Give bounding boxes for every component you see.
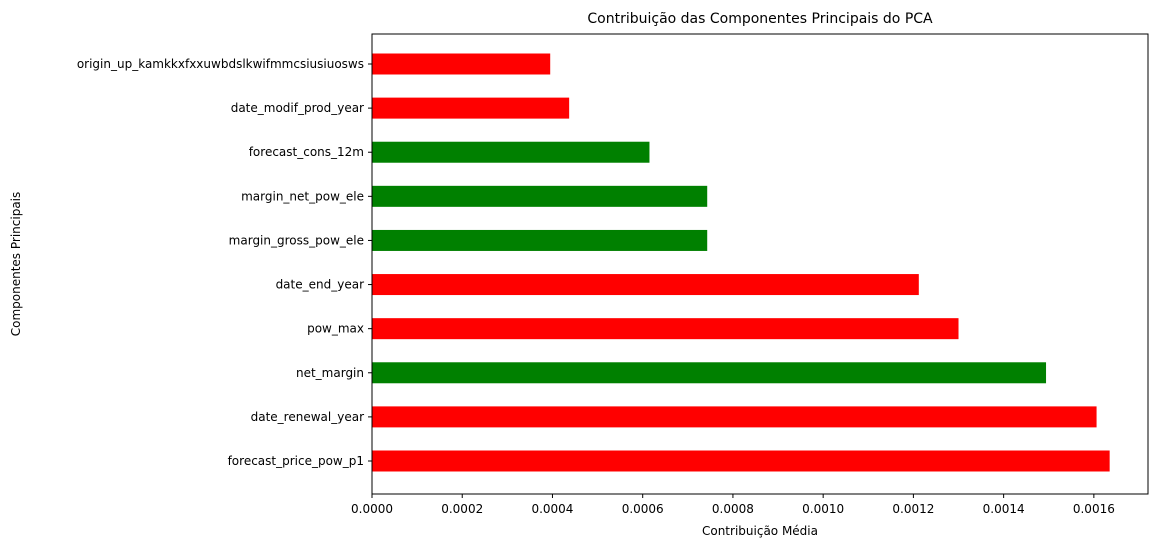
y-tick-label: pow_max [307,322,364,336]
x-tick-label: 0.0012 [892,502,934,516]
x-axis: 0.0000 0.0002 0.0004 0.0006 0.0008 0.0010 0.00… [351,494,1115,516]
y-tick-label: forecast_price_pow_p1 [228,454,364,468]
x-tick-label: 0.0014 [983,502,1025,516]
bar-date_modif_prod_year [372,97,570,119]
x-tick-label: 0.0006 [622,502,664,516]
bar-origin_up_kamkkxfxxuwbdslkwifmmcsiusiuosws [372,53,551,75]
bar-date_end_year [372,274,919,296]
y-tick-label: origin_up_kamkkxfxxuwbdslkwifmmcsiusiuos… [77,57,364,71]
bars-group [372,53,1110,472]
bar-forecast_price_pow_p1 [372,450,1110,472]
x-axis-label: Contribuição Média [702,524,818,538]
y-axis: forecast_price_pow_p1 date_renewal_year ne… [77,57,372,468]
y-tick-label: net_margin [296,366,364,380]
bar-margin_gross_pow_ele [372,229,708,251]
y-tick-label: margin_net_pow_ele [241,189,364,203]
bar-margin_net_pow_ele [372,185,708,207]
bar-forecast_cons_12m [372,141,650,163]
x-tick-label: 0.0016 [1073,502,1115,516]
y-tick-label: date_modif_prod_year [231,101,364,115]
bar-date_renewal_year [372,406,1097,428]
x-tick-label: 0.0002 [441,502,483,516]
y-axis-label: Componentes Principais [9,192,23,337]
y-tick-label: forecast_cons_12m [249,145,364,159]
x-tick-label: 0.0004 [531,502,573,516]
bar-net_margin [372,362,1047,384]
plot-area-frame [371,33,1149,495]
y-tick-label: date_end_year [276,278,365,292]
x-tick-label: 0.0000 [351,502,393,516]
y-tick-label: date_renewal_year [251,410,364,424]
x-tick-label: 0.0010 [802,502,844,516]
x-tick-label: 0.0008 [712,502,754,516]
bar-pow_max [372,318,959,340]
y-tick-label: margin_gross_pow_ele [229,233,364,247]
chart-title: Contribuição das Componentes Principais … [587,11,933,27]
